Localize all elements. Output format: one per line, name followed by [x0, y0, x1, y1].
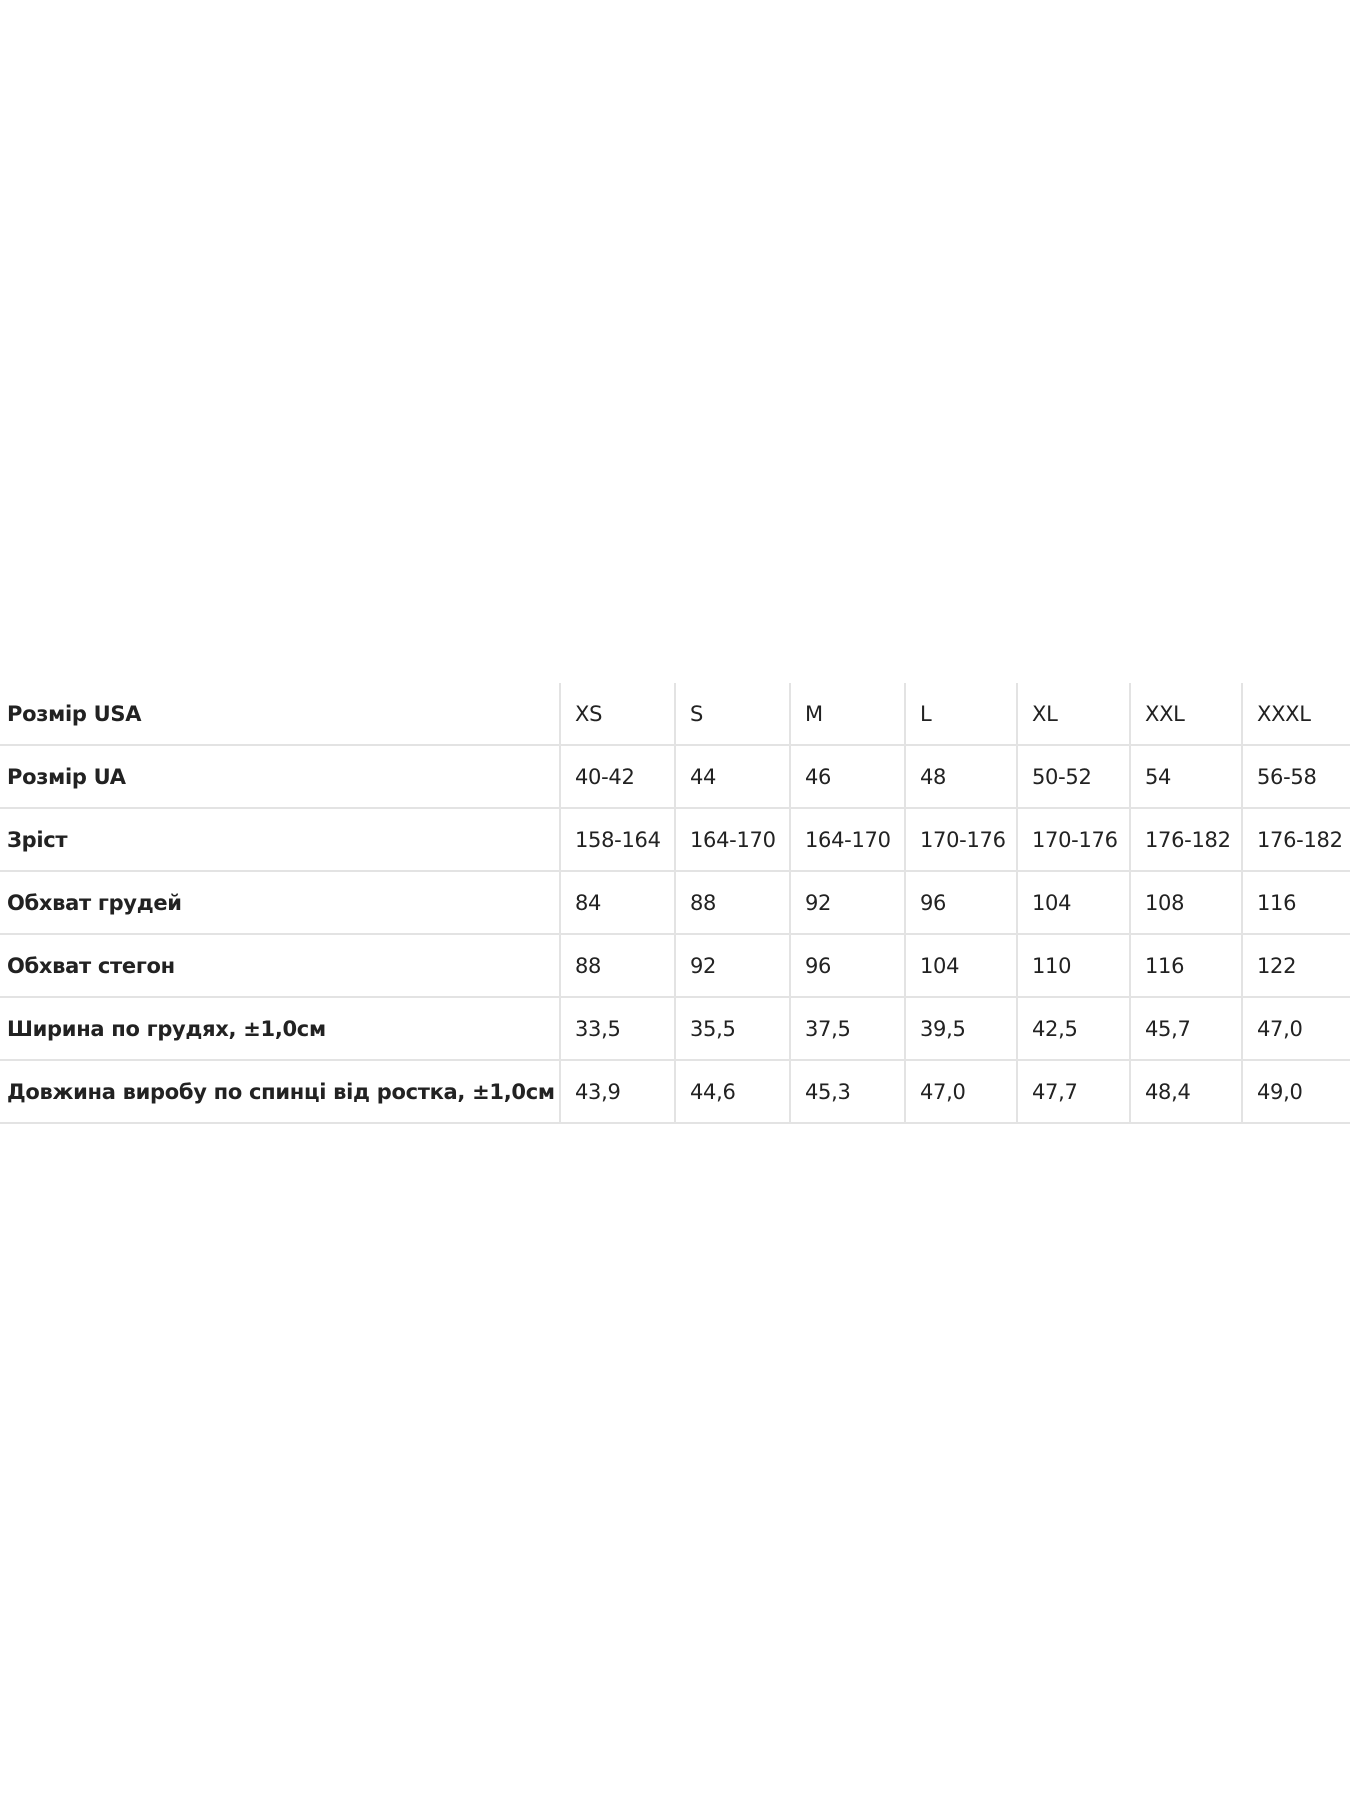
table-cell: M [789, 683, 905, 746]
table-cell: 88 [559, 934, 675, 998]
row-label: Довжина виробу по спинці від ростка, ±1,… [0, 1060, 560, 1124]
table-cell: 47,0 [1241, 997, 1350, 1061]
table-cell: 116 [1129, 934, 1242, 998]
table-row: Зріст 158-164 164-170 164-170 170-176 170-176… [0, 808, 1350, 872]
table-cell: 47,7 [1016, 1060, 1130, 1124]
row-label: Зріст [0, 808, 560, 872]
table-cell: 49,0 [1241, 1060, 1350, 1124]
table-cell: 110 [1016, 934, 1130, 998]
table-row: Довжина виробу по спинці від ростка, ±1,… [0, 1060, 1350, 1124]
table-row: Обхват грудей 84 88 92 96 104 108 116 [0, 871, 1350, 935]
table-cell: 56-58 [1241, 745, 1350, 809]
table-cell: XS [559, 683, 675, 746]
table-cell: 104 [904, 934, 1017, 998]
table-cell: 48,4 [1129, 1060, 1242, 1124]
table-cell: 170-176 [904, 808, 1017, 872]
table-cell: 108 [1129, 871, 1242, 935]
table-cell: 104 [1016, 871, 1130, 935]
table-cell: 158-164 [559, 808, 675, 872]
table-cell: XL [1016, 683, 1130, 746]
table-cell: XXL [1129, 683, 1242, 746]
table-cell: 164-170 [789, 808, 905, 872]
table-cell: 39,5 [904, 997, 1017, 1061]
table-cell: 96 [789, 934, 905, 998]
table-cell: L [904, 683, 1017, 746]
table-cell: 33,5 [559, 997, 675, 1061]
table-cell: 54 [1129, 745, 1242, 809]
table-cell: 176-182 [1241, 808, 1350, 872]
table-cell: 40-42 [559, 745, 675, 809]
table-cell: 44,6 [674, 1060, 790, 1124]
table-cell: 96 [904, 871, 1017, 935]
table-cell: XXXL [1241, 683, 1350, 746]
table-cell: 92 [674, 934, 790, 998]
table-cell: 45,7 [1129, 997, 1242, 1061]
table-cell: 92 [789, 871, 905, 935]
table-cell: 35,5 [674, 997, 790, 1061]
table-row: Розмір UA 40-42 44 46 48 50-52 54 56-58 [0, 745, 1350, 809]
size-chart-table: Розмір USA XS S M L XL XXL XXXL Розмір UA 40-42 44… [0, 683, 1350, 1124]
table-cell: 170-176 [1016, 808, 1130, 872]
table-cell: 44 [674, 745, 790, 809]
table-cell: 50-52 [1016, 745, 1130, 809]
table-cell: 37,5 [789, 997, 905, 1061]
table-cell: 47,0 [904, 1060, 1017, 1124]
table-cell: 84 [559, 871, 675, 935]
table-cell: 116 [1241, 871, 1350, 935]
table-cell: 42,5 [1016, 997, 1130, 1061]
row-label: Обхват стегон [0, 934, 560, 998]
row-label: Розмір UA [0, 745, 560, 809]
table-cell: 122 [1241, 934, 1350, 998]
table-cell: S [674, 683, 790, 746]
table-cell: 176-182 [1129, 808, 1242, 872]
row-label: Ширина по грудях, ±1,0см [0, 997, 560, 1061]
table-cell: 164-170 [674, 808, 790, 872]
table-row: Обхват стегон 88 92 96 104 110 116 122 [0, 934, 1350, 998]
table-cell: 46 [789, 745, 905, 809]
table-cell: 48 [904, 745, 1017, 809]
row-label: Розмір USA [0, 683, 560, 746]
table-row: Ширина по грудях, ±1,0см 33,5 35,5 37,5 39,5… [0, 997, 1350, 1061]
row-label: Обхват грудей [0, 871, 560, 935]
table-cell: 43,9 [559, 1060, 675, 1124]
table-row: Розмір USA XS S M L XL XXL XXXL [0, 683, 1350, 746]
table-cell: 45,3 [789, 1060, 905, 1124]
table-cell: 88 [674, 871, 790, 935]
